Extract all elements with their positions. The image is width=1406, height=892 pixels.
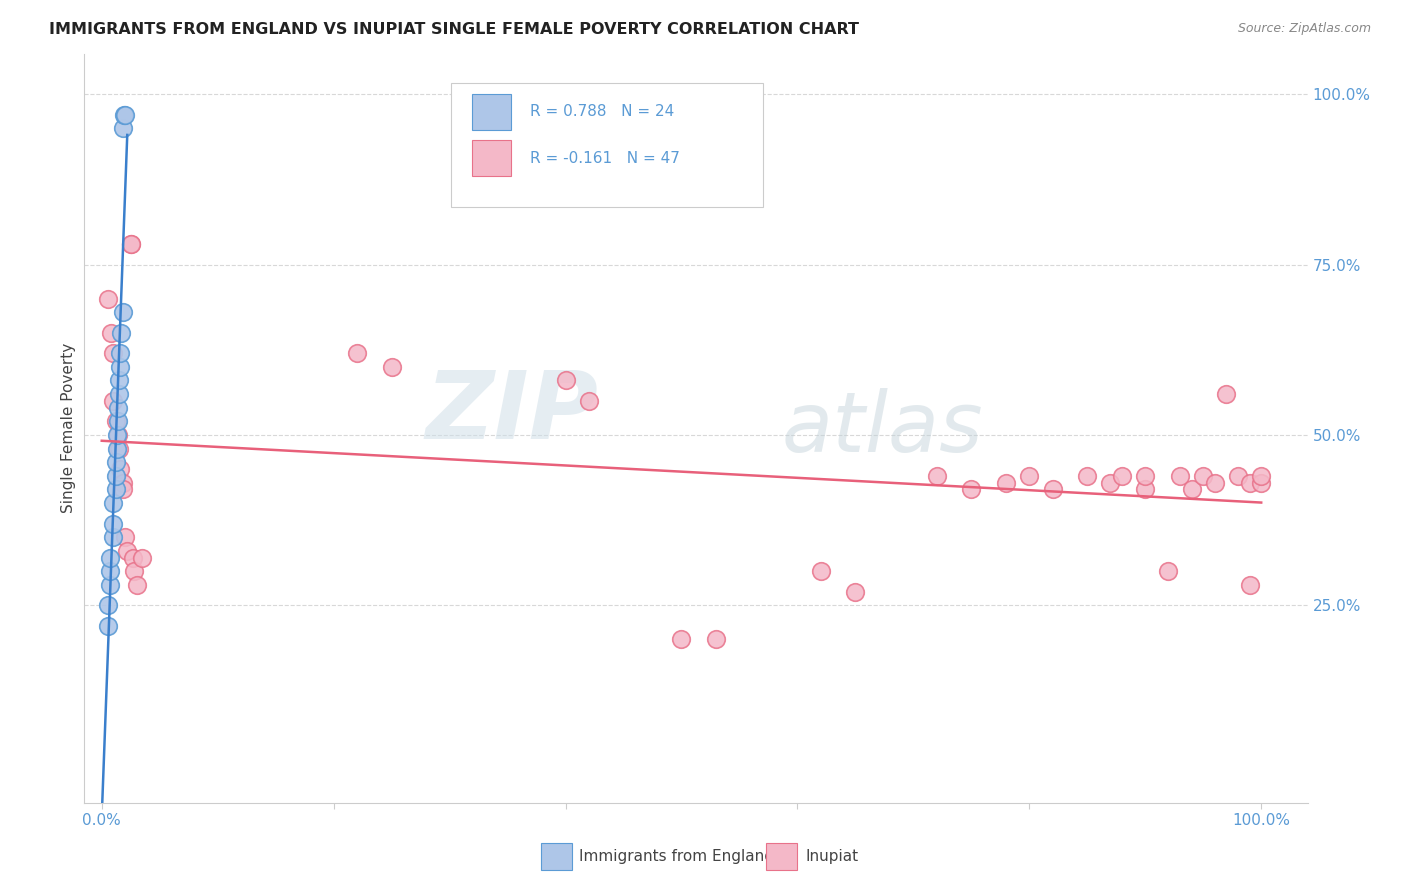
Point [346, 346, 368, 360]
Point [96, 618, 118, 632]
Point [1192, 468, 1215, 483]
Point [925, 468, 948, 483]
Point [111, 483, 134, 497]
Point [110, 359, 132, 374]
Point [1135, 468, 1157, 483]
Point [1018, 468, 1040, 483]
Point [104, 483, 127, 497]
Text: Immigrants from England: Immigrants from England [579, 849, 775, 863]
Point [1239, 578, 1261, 592]
Point [578, 393, 600, 408]
Point [98, 550, 121, 565]
Point [103, 516, 125, 531]
Point [114, 108, 136, 122]
Point [103, 346, 125, 360]
Point [1227, 468, 1250, 483]
Point [104, 414, 127, 428]
Point [104, 468, 127, 483]
Text: IMMIGRANTS FROM ENGLAND VS INUPIAT SINGLE FEMALE POVERTY CORRELATION CHART: IMMIGRANTS FROM ENGLAND VS INUPIAT SINGL… [49, 22, 859, 37]
Text: Source: ZipAtlas.com: Source: ZipAtlas.com [1237, 22, 1371, 36]
Point [1111, 468, 1133, 483]
Point [114, 530, 136, 544]
Point [960, 483, 983, 497]
Point [98, 578, 121, 592]
Point [98, 564, 121, 578]
Point [1181, 483, 1204, 497]
Text: ZIP: ZIP [425, 368, 598, 459]
Point [120, 237, 142, 252]
Point [995, 475, 1018, 490]
Point [381, 359, 404, 374]
Point [1157, 564, 1180, 578]
Point [1168, 468, 1191, 483]
Point [1204, 475, 1226, 490]
Point [1239, 475, 1261, 490]
Point [96, 599, 118, 613]
Point [96, 292, 118, 306]
Point [131, 550, 153, 565]
Point [105, 442, 128, 456]
Point [1042, 483, 1064, 497]
Point [100, 326, 122, 340]
Point [103, 393, 125, 408]
Point [112, 108, 135, 122]
Point [111, 121, 134, 136]
Y-axis label: Single Female Poverty: Single Female Poverty [60, 343, 76, 513]
Point [1076, 468, 1098, 483]
Point [122, 550, 145, 565]
Point [810, 564, 832, 578]
Point [107, 401, 129, 415]
Point [110, 326, 132, 340]
Point [704, 632, 727, 647]
Point [120, 237, 142, 252]
Point [110, 346, 132, 360]
Point [108, 387, 131, 401]
Point [111, 305, 134, 319]
Point [1250, 475, 1272, 490]
Text: R = -0.161   N = 47: R = -0.161 N = 47 [530, 151, 679, 166]
Bar [472, 140, 512, 177]
Text: atlas: atlas [782, 388, 983, 468]
Point [671, 632, 693, 647]
Point [105, 428, 128, 442]
Point [107, 428, 129, 442]
Point [103, 496, 125, 510]
Point [107, 414, 129, 428]
Point [110, 462, 132, 476]
FancyBboxPatch shape [451, 84, 763, 207]
Point [1135, 483, 1157, 497]
Text: Inupiat: Inupiat [806, 849, 859, 863]
Point [1099, 475, 1122, 490]
Bar [472, 94, 512, 130]
Point [103, 530, 125, 544]
Point [554, 374, 576, 388]
Text: R = 0.788   N = 24: R = 0.788 N = 24 [530, 104, 673, 120]
Point [1215, 387, 1237, 401]
Point [122, 564, 145, 578]
Point [125, 578, 148, 592]
Point [117, 543, 139, 558]
Point [844, 584, 866, 599]
Point [1250, 468, 1272, 483]
Point [108, 442, 131, 456]
Point [108, 374, 131, 388]
Point [111, 475, 134, 490]
Point [104, 455, 127, 469]
